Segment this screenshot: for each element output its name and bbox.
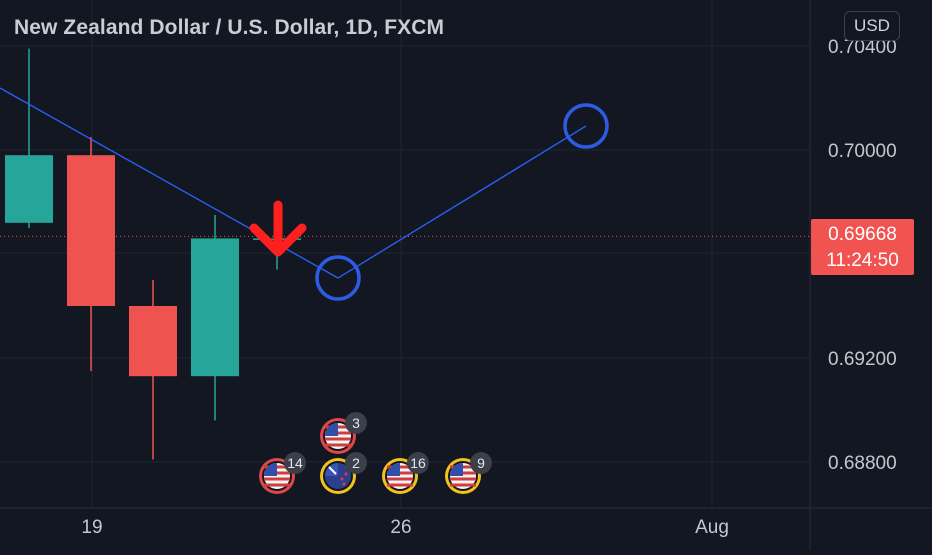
flag-stripe — [387, 483, 413, 487]
flag-stripe — [264, 477, 290, 481]
currency-button[interactable]: USD — [844, 11, 900, 41]
event-count-badge — [284, 452, 306, 474]
x-tick-label: 26 — [390, 517, 411, 538]
event-count-badge — [407, 452, 429, 474]
chart-title: New Zealand Dollar / U.S. Dollar, 1D, FX… — [14, 16, 445, 39]
y-tick-label: 0.70000 — [828, 141, 897, 162]
down-arrow-icon — [249, 200, 307, 257]
event-marker: 14 — [259, 452, 306, 494]
event-count-badge — [345, 452, 367, 474]
candle-body — [191, 238, 239, 377]
candle — [67, 137, 115, 371]
flag-star — [340, 477, 344, 481]
us-flag-icon — [387, 463, 413, 489]
x-tick-label: 19 — [81, 517, 102, 538]
candle — [191, 215, 239, 421]
trend-projection-line — [0, 87, 587, 279]
flag-canton — [387, 463, 400, 476]
candle-body — [5, 155, 53, 223]
x-axis-labels: 19 26 Aug — [81, 517, 728, 538]
current-price-tag: 0.69668 11:24:50 — [811, 219, 914, 275]
us-flag-icon — [325, 423, 351, 449]
flag-star — [344, 472, 348, 476]
down-arrow-head — [249, 223, 307, 257]
candle-body — [129, 306, 177, 377]
event-count-badge — [470, 452, 492, 474]
flag-stripe — [450, 477, 476, 481]
y-tick-label: 0.68800 — [828, 453, 897, 474]
flag-canton — [450, 463, 463, 476]
event-count-badge — [345, 412, 367, 434]
candle — [129, 280, 177, 460]
flag-canton — [325, 423, 338, 436]
current-price-label: 0.69668 — [828, 224, 897, 245]
event-marker: 3 — [320, 412, 367, 454]
event-count: 16 — [410, 455, 426, 471]
event-marker: 9 — [445, 452, 492, 494]
event-marker: 16 — [382, 452, 429, 494]
flag-stripe — [264, 483, 290, 487]
candle-body — [67, 155, 115, 306]
y-axis-labels: 0.70400 0.70000 0.69200 0.68800 — [828, 37, 897, 474]
event-marker: 2 — [320, 452, 367, 494]
flag-canton — [264, 463, 277, 476]
grid-lines — [0, 0, 810, 508]
us-flag-icon — [450, 463, 476, 489]
us-flag-icon — [264, 463, 290, 489]
event-markers: 3 14 2 16 9 — [259, 412, 492, 494]
event-count: 2 — [352, 455, 360, 471]
countdown-label: 11:24:50 — [826, 250, 899, 271]
flag-stripe — [325, 443, 351, 447]
y-tick-label: 0.70400 — [828, 37, 897, 58]
candles — [5, 48, 301, 460]
nz-flag-icon — [325, 463, 351, 489]
x-tick-label: Aug — [695, 517, 729, 538]
candle — [5, 48, 53, 228]
target-circle-high — [563, 103, 609, 149]
flag-stripe — [450, 483, 476, 487]
event-count: 14 — [287, 455, 303, 471]
target-circle-low — [315, 255, 361, 301]
flag-star — [342, 482, 346, 486]
flag-cross — [328, 466, 337, 475]
event-count: 3 — [352, 415, 360, 431]
y-tick-label: 0.69200 — [828, 349, 897, 370]
flag-stripe — [325, 437, 351, 441]
flag-stripe — [387, 477, 413, 481]
event-count: 9 — [477, 455, 485, 471]
